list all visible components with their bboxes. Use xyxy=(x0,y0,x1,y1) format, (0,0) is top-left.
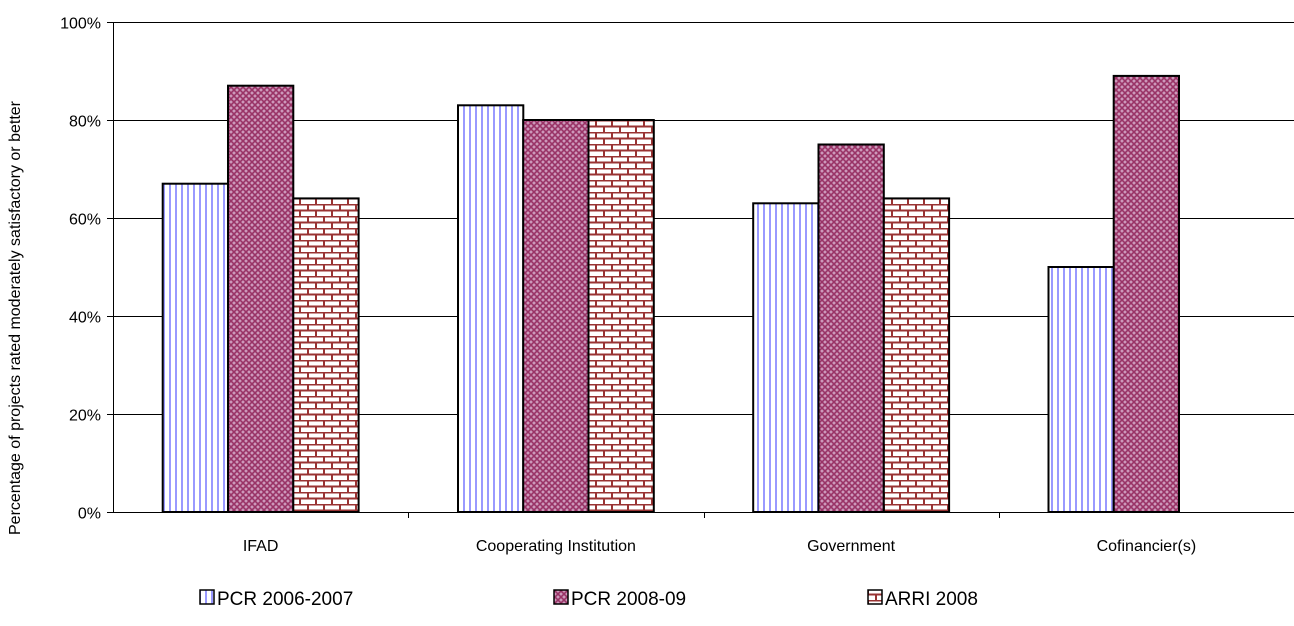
x-tick-label: IFAD xyxy=(243,538,279,555)
axes xyxy=(107,22,1294,518)
x-tick-label: Cofinancier(s) xyxy=(1097,538,1197,555)
x-tick-label: Cooperating Institution xyxy=(476,538,636,555)
bar xyxy=(522,119,590,513)
y-tick-labels: 0% 20% 40% 60% 80% 100% xyxy=(60,16,101,523)
legend-swatch xyxy=(199,589,215,605)
y-tick-label: 100% xyxy=(60,16,101,33)
bar xyxy=(882,197,951,513)
bar xyxy=(1112,74,1180,514)
legend-swatch xyxy=(867,589,883,605)
bar xyxy=(752,202,820,514)
bar xyxy=(292,197,360,513)
y-tick-label: 40% xyxy=(69,310,101,327)
legend-label: PCR 2006-2007 xyxy=(217,589,353,610)
bar xyxy=(587,119,655,513)
bar xyxy=(457,104,525,514)
bar xyxy=(1047,266,1115,513)
legend: PCR 2006-2007 PCR 2008-09 ARRI 2008 xyxy=(199,589,978,610)
legend-label: PCR 2008-09 xyxy=(571,589,686,610)
legend-label: ARRI 2008 xyxy=(885,589,978,610)
bar xyxy=(161,182,229,513)
y-tick-label: 80% xyxy=(69,114,101,131)
y-tick-label: 0% xyxy=(78,506,101,523)
category-labels: IFAD Cooperating Institution Government Cof… xyxy=(243,538,1196,555)
y-tick-label: 20% xyxy=(69,408,101,425)
bar xyxy=(227,84,295,513)
x-tick-label: Government xyxy=(807,538,896,555)
legend-swatch xyxy=(553,589,569,605)
bars xyxy=(161,74,1180,514)
y-axis-label: Percentage of projects rated moderately … xyxy=(7,100,24,535)
y-tick-label: 60% xyxy=(69,212,101,229)
bar xyxy=(817,143,885,513)
